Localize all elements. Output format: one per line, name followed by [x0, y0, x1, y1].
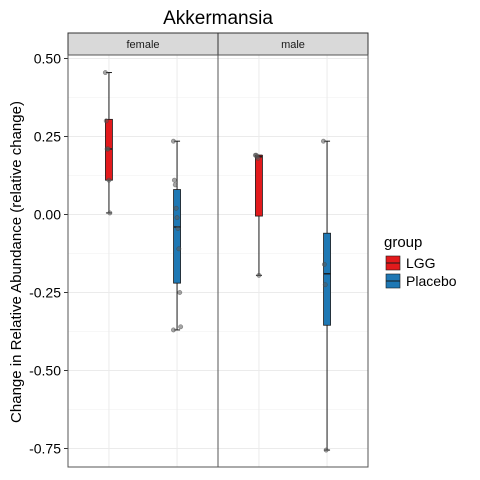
panel-background — [68, 55, 218, 467]
y-tick-label: 0.50 — [34, 51, 61, 67]
legend: group LGG Placebo — [384, 234, 457, 289]
data-point — [103, 118, 109, 124]
data-point — [105, 146, 111, 152]
data-point — [107, 210, 113, 216]
legend-entry-placebo: Placebo — [385, 273, 457, 289]
data-point — [322, 282, 328, 288]
data-point — [102, 70, 108, 75]
facet-label: male — [281, 39, 305, 51]
y-axis-label: Change in Relative Abundance (relative c… — [8, 101, 25, 423]
data-point — [174, 215, 180, 221]
data-point — [171, 138, 176, 144]
box-lgg — [102, 70, 113, 216]
iqr-box — [255, 154, 263, 217]
y-tick-label: -0.75 — [29, 441, 61, 457]
data-point — [256, 272, 262, 278]
data-point — [177, 290, 183, 295]
data-point — [323, 447, 329, 453]
data-point — [172, 182, 178, 188]
panel-background — [218, 55, 368, 467]
box-placebo — [171, 138, 184, 333]
legend-label: LGG — [406, 255, 436, 271]
facet-panel-male: male — [217, 32, 369, 468]
iqr-box — [173, 189, 181, 284]
plot-area: 0.50 0.25 0.00 -0.25 -0.50 -0.75 female male — [29, 32, 369, 468]
box-placebo — [321, 138, 331, 453]
data-point — [173, 205, 179, 211]
data-point — [171, 327, 176, 333]
data-point — [171, 177, 177, 183]
legend-label: Placebo — [406, 273, 457, 289]
data-point — [176, 246, 182, 252]
data-point — [321, 138, 326, 144]
legend-title: group — [384, 234, 422, 251]
facet-label: female — [126, 39, 159, 51]
data-point — [106, 177, 112, 183]
facet-panel-female: female — [67, 32, 219, 468]
legend-entry-lgg: LGG — [385, 255, 436, 271]
y-tick-label: -0.25 — [29, 285, 61, 301]
y-tick-label: 0.25 — [34, 129, 61, 145]
data-point — [175, 226, 181, 231]
y-tick-label: -0.50 — [29, 363, 61, 379]
box-lgg — [252, 152, 263, 278]
iqr-box — [323, 232, 331, 326]
chart-title: Akkermansia — [163, 8, 273, 29]
data-point — [255, 155, 261, 161]
data-point — [178, 324, 184, 330]
data-point — [321, 261, 327, 267]
panel-border — [217, 54, 369, 468]
y-tick-label: 0.00 — [34, 207, 61, 223]
